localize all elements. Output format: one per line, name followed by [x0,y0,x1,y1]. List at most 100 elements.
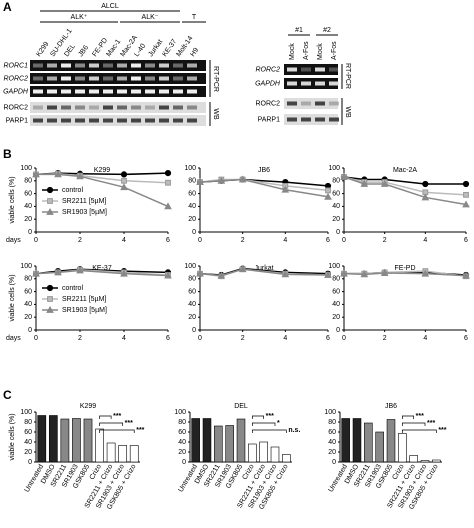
bar [409,455,418,463]
y-tick-label: 20 [178,449,186,456]
band [187,63,197,68]
significance-bracket [251,422,276,426]
legend-marker [47,198,53,204]
marker [121,177,127,184]
chart-title: JB6 [258,167,270,174]
band [315,81,325,86]
band [75,89,85,94]
bar [37,415,47,463]
chart-title: Jurkat [254,265,273,272]
y-tick-label: 0 [336,327,340,334]
y-tick-label: 40 [188,203,196,210]
bar [375,431,384,463]
significance-bracket [251,429,287,433]
y-tick-label: 40 [332,301,340,308]
band [315,67,325,72]
band [173,76,183,81]
significance-label: *** [125,420,133,427]
marker [360,179,369,187]
y-tick-label: 80 [24,178,32,185]
x-tick-label: 6 [166,237,170,244]
marker [360,270,369,278]
y-tick-label: 20 [332,314,340,321]
y-tick-label: 80 [332,178,340,185]
y-tick-label: 60 [178,429,186,436]
x-tick-label: 6 [464,335,468,342]
bar [129,445,139,463]
x-tick-label: 2 [241,335,245,342]
bar [106,442,116,463]
band [47,63,57,68]
band [145,89,155,94]
x-tick-label: 6 [166,335,170,342]
band [287,67,297,72]
row-label: PARP1 [6,117,29,124]
significance-bracket [401,415,415,419]
band [103,105,113,110]
y-tick-label: 100 [20,165,32,172]
lane-label: K299 [35,41,50,58]
marker [340,172,348,180]
significance-label: *** [416,413,424,420]
band [61,105,71,110]
legend-label: SR2211 [5µM] [62,296,106,303]
marker [422,180,429,188]
x-tick-label: 0 [342,237,346,244]
bar [191,418,200,463]
marker [120,183,128,191]
marker [380,269,389,276]
significance-bracket [99,422,124,426]
y-tick-label: 100 [328,263,340,270]
x-tick-label: 6 [326,335,330,342]
row-label: RORC2 [255,100,280,107]
bar [386,419,396,463]
marker [462,200,470,208]
marker [120,171,128,178]
y-tick-label: 60 [332,190,340,197]
marker [196,269,204,277]
bar [83,418,93,463]
band [329,101,339,106]
y-tick-label: 60 [24,429,32,436]
band [287,101,297,106]
x-tick-label: 6 [464,237,468,244]
y-tick-label: 0 [332,459,336,466]
band [33,118,43,123]
band [173,118,183,123]
bar [72,418,81,463]
y-tick-label: 0 [192,327,196,334]
band [315,101,325,106]
bar [282,454,291,463]
legend-marker [47,296,53,302]
y-tick-label: 80 [24,276,32,283]
band [75,105,85,110]
chart-title: Mac-2A [393,167,417,174]
method-label: WB [344,106,351,118]
band [145,118,155,123]
method-label: WB [212,108,219,120]
lane-label: A-Fos [303,41,310,60]
y-axis-label: viable cells (%) [9,176,16,223]
band [187,89,197,94]
marker [281,185,290,193]
y-tick-label: 0 [336,229,340,236]
legend-marker [46,186,54,194]
band [47,105,57,110]
y-tick-label: 80 [328,419,336,426]
bar [202,418,212,463]
marker [462,180,470,188]
band [329,117,339,122]
band [301,81,311,86]
band [329,67,339,72]
band [103,89,113,94]
significance-bracket [251,415,265,419]
marker [217,271,226,279]
y-axis-label: viable cells (%) [9,274,16,321]
marker [54,170,62,178]
gel [284,98,338,109]
band [173,105,183,110]
x-tick-label: 2 [383,335,387,342]
y-tick-label: 40 [24,439,32,446]
significance-bracket [401,429,437,433]
y-tick-label: 40 [188,301,196,308]
